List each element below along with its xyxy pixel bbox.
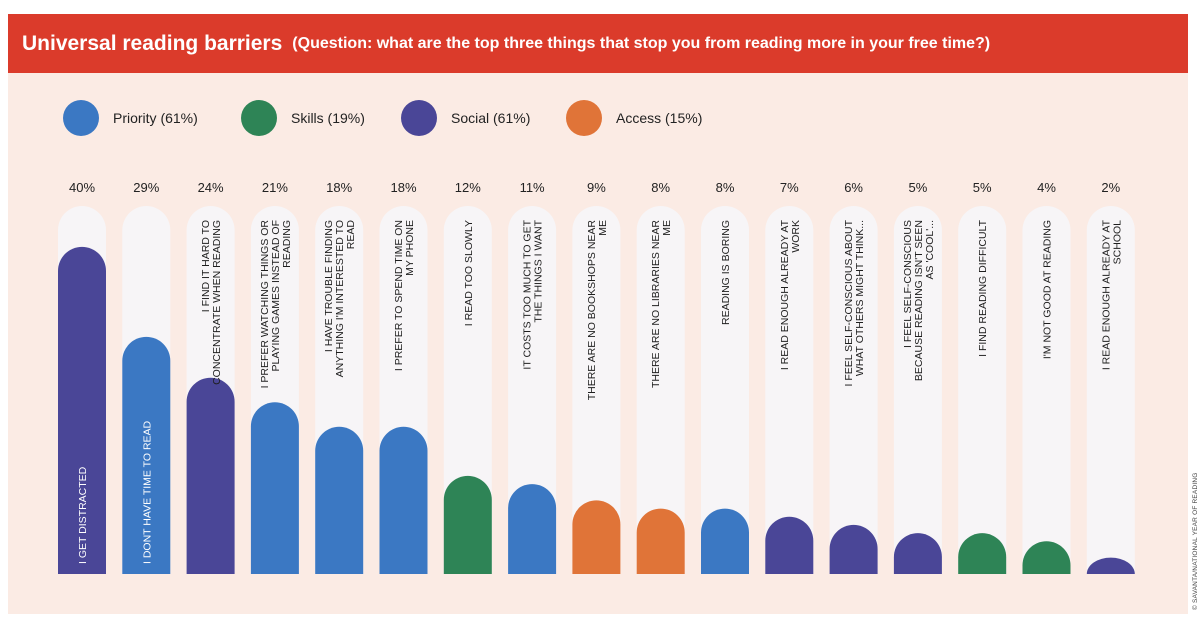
legend-label-priority: Priority (61%) — [113, 110, 198, 126]
bar-value-label: 2% — [1101, 180, 1120, 195]
bar-value-label: 6% — [844, 180, 863, 195]
bar-value-label: 21% — [262, 180, 288, 195]
bar-value-label: 18% — [326, 180, 352, 195]
legend-label-access: Access (15%) — [616, 110, 703, 126]
bar — [958, 533, 1007, 574]
bar-track — [765, 206, 814, 574]
bar-category-label: I'M NOT GOOD AT READING — [1042, 220, 1054, 359]
bar-group: 4% I'M NOT GOOD AT READING — [1022, 180, 1071, 574]
bar-category-label: I FEEL SELF-CONSCIOUSBECAUSE READING ISN… — [902, 220, 936, 381]
bar-track — [636, 206, 685, 574]
bar — [443, 475, 492, 574]
bar-track — [508, 206, 557, 574]
bar-group: 7% I READ ENOUGH ALREADY ATWORK — [765, 180, 814, 574]
bar-category-label: THERE ARE NO LIBRARIES NEARME — [650, 220, 673, 388]
bar-category-label: I READ TOO SLOWLY — [463, 220, 475, 326]
bar — [572, 500, 621, 574]
bar-value-label: 8% — [651, 180, 670, 195]
legend-swatch-social — [401, 100, 437, 136]
bar-value-label: 24% — [198, 180, 224, 195]
bar-group: 9% THERE ARE NO BOOKSHOPS NEARME — [572, 180, 621, 574]
legend-item-social: Social (61%) — [401, 100, 530, 136]
bar-track — [572, 206, 621, 574]
legend-item-priority: Priority (61%) — [63, 100, 198, 136]
bar-group: 6% I FEEL SELF-CONSCIOUS ABOUTWHAT OTHERS… — [829, 180, 878, 574]
bar-track — [1086, 206, 1135, 574]
legend-item-skills: Skills (19%) — [241, 100, 365, 136]
bar-category-label: IT COSTS TOO MUCH TO GETTHE THINGS I WAN… — [522, 219, 545, 369]
bar — [893, 533, 942, 574]
bar-group: 29% I DONT HAVE TIME TO READ — [122, 180, 171, 574]
bar-category-label: I PREFER TO SPEND TIME ONMY PHONE — [393, 220, 416, 371]
legend-label-skills: Skills (19%) — [291, 110, 365, 126]
chart-title: Universal reading barriers — [22, 31, 283, 55]
bar — [186, 377, 235, 574]
legend-swatch-access — [566, 100, 602, 136]
bar-group: 12% I READ TOO SLOWLY — [443, 180, 492, 574]
bar-group: 40% I GET DISTRACTED — [58, 180, 106, 574]
bar-chart: 40% I GET DISTRACTED 29% I DONT HAVE TIME T… — [58, 180, 1135, 574]
bar-group: 21% I PREFER WATCHING THINGS ORPLAYING GA… — [250, 180, 299, 574]
bar — [829, 524, 878, 574]
bar-track — [893, 206, 942, 574]
bar-track — [958, 206, 1007, 574]
bar-value-label: 4% — [1037, 180, 1056, 195]
bar — [765, 516, 814, 574]
bar-value-label: 29% — [133, 180, 159, 195]
bar-track — [829, 206, 878, 574]
bar-value-label: 18% — [390, 180, 416, 195]
bar-value-label: 40% — [69, 180, 95, 195]
bar-category-label: READING IS BORING — [720, 220, 732, 325]
bar-category-label: I FEEL SELF-CONSCIOUS ABOUTWHAT OTHERS M… — [843, 219, 866, 386]
bar — [315, 426, 364, 574]
chart-header: Universal reading barriers (Question: wh… — [8, 14, 1188, 73]
bar — [379, 426, 428, 574]
bar-group: 18% I HAVE TROUBLE FINDINGANYTHING I'M IN… — [315, 180, 364, 574]
legend-item-access: Access (15%) — [566, 100, 702, 136]
chart-card: Universal reading barriers (Question: wh… — [8, 14, 1188, 614]
bar-value-label: 12% — [455, 180, 481, 195]
bar-group: 18% I PREFER TO SPEND TIME ONMY PHONE — [379, 180, 428, 574]
bar-category-label: I READ ENOUGH ALREADY ATSCHOOL — [1100, 219, 1123, 370]
bar-group: 24% I FIND IT HARD TOCONCENTRATE WHEN REA… — [186, 180, 235, 574]
legend-swatch-skills — [241, 100, 277, 136]
bar-group: 8% THERE ARE NO LIBRARIES NEARME — [636, 180, 685, 574]
bar-category-label: THERE ARE NO BOOKSHOPS NEARME — [586, 220, 609, 401]
bar-group: 2% I READ ENOUGH ALREADY ATSCHOOL — [1086, 180, 1135, 574]
bar-group: 5% I FEEL SELF-CONSCIOUSBECAUSE READING I… — [893, 180, 942, 574]
bar — [250, 402, 299, 574]
bar-category-label: I DONT HAVE TIME TO READ — [141, 420, 153, 564]
chart-subtitle: (Question: what are the top three things… — [292, 34, 991, 52]
bar — [1086, 557, 1135, 574]
bar-value-label: 5% — [973, 180, 992, 195]
bar — [508, 484, 557, 574]
bar-value-label: 5% — [909, 180, 928, 195]
bar — [1022, 541, 1071, 574]
bar — [122, 336, 171, 574]
bar-category-label: I FIND READING DIFFICULT — [977, 219, 989, 356]
source-credit: © SAVANTA/NATIONAL YEAR OF READING — [1192, 472, 1199, 610]
bar-value-label: 7% — [780, 180, 799, 195]
bar-value-label: 8% — [716, 180, 735, 195]
bar-group: 11% IT COSTS TOO MUCH TO GETTHE THINGS I … — [508, 180, 557, 574]
bar-value-label: 11% — [520, 180, 545, 195]
bar-category-label: I READ ENOUGH ALREADY ATWORK — [779, 219, 802, 370]
bar-category-label: I HAVE TROUBLE FINDINGANYTHING I'M INTER… — [323, 220, 357, 378]
bar — [701, 508, 749, 574]
bar — [636, 508, 685, 574]
legend-swatch-priority — [63, 100, 99, 136]
bar-group: 8% READING IS BORING — [701, 180, 749, 574]
bar — [58, 246, 106, 574]
bar-track — [1022, 206, 1071, 574]
bar-category-label: I PREFER WATCHING THINGS ORPLAYING GAMES… — [259, 220, 293, 389]
bar-track — [701, 206, 749, 574]
legend-label-social: Social (61%) — [451, 110, 531, 126]
bar-category-label: I FIND IT HARD TOCONCENTRATE WHEN READIN… — [200, 220, 223, 385]
bar-category-label: I GET DISTRACTED — [77, 466, 89, 564]
bar-value-label: 9% — [587, 180, 606, 195]
bar-group: 5% I FIND READING DIFFICULT — [958, 180, 1007, 574]
